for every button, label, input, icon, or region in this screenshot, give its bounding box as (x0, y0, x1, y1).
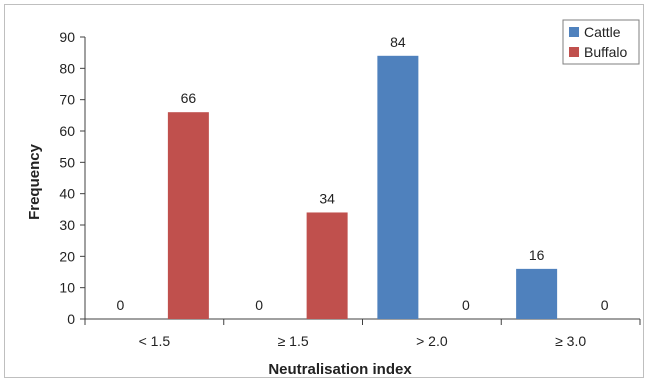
y-tick-label: 40 (59, 186, 75, 202)
x-axis-title: Neutralisation index (268, 361, 412, 378)
data-label: 0 (601, 297, 609, 313)
y-tick-label: 10 (59, 280, 75, 296)
bar-buffalo (306, 212, 348, 319)
y-tick-label: 20 (59, 248, 75, 264)
bar-buffalo (167, 112, 209, 319)
data-label: 16 (529, 247, 545, 263)
bar-cattle (377, 55, 419, 320)
y-tick-label: 80 (59, 60, 75, 76)
y-tick-label: 60 (59, 123, 75, 139)
y-tick-label: 70 (59, 92, 75, 108)
data-label: 0 (255, 297, 263, 313)
legend-swatch-buffalo (569, 47, 579, 57)
x-tick-label: > 2.0 (416, 333, 448, 349)
x-tick-label: ≥ 3.0 (555, 333, 586, 349)
legend-swatch-cattle (569, 27, 579, 37)
data-label: 0 (116, 297, 124, 313)
y-tick-label: 50 (59, 154, 75, 170)
legend: Cattle Buffalo (562, 19, 640, 65)
bar-cattle (516, 268, 558, 319)
y-tick-label: 90 (59, 29, 75, 45)
data-label: 34 (319, 190, 335, 206)
data-label: 84 (390, 34, 406, 50)
data-label: 0 (462, 297, 470, 313)
y-tick-label: 30 (59, 217, 75, 233)
data-label: 66 (181, 90, 197, 106)
bars (167, 55, 558, 320)
data-labels: 0 0 84 16 66 34 0 0 (116, 34, 608, 313)
x-tick-label: ≥ 1.5 (278, 333, 309, 349)
y-axis: 0 10 20 30 40 50 60 70 80 90 (59, 29, 86, 327)
x-tick-label: < 1.5 (139, 333, 171, 349)
y-tick-label: 0 (67, 311, 75, 327)
legend-label: Buffalo (584, 44, 628, 60)
x-axis: < 1.5 ≥ 1.5 > 2.0 ≥ 3.0 (84, 318, 641, 349)
y-axis-title: Frequency (26, 143, 43, 220)
legend-label: Cattle (584, 24, 621, 40)
